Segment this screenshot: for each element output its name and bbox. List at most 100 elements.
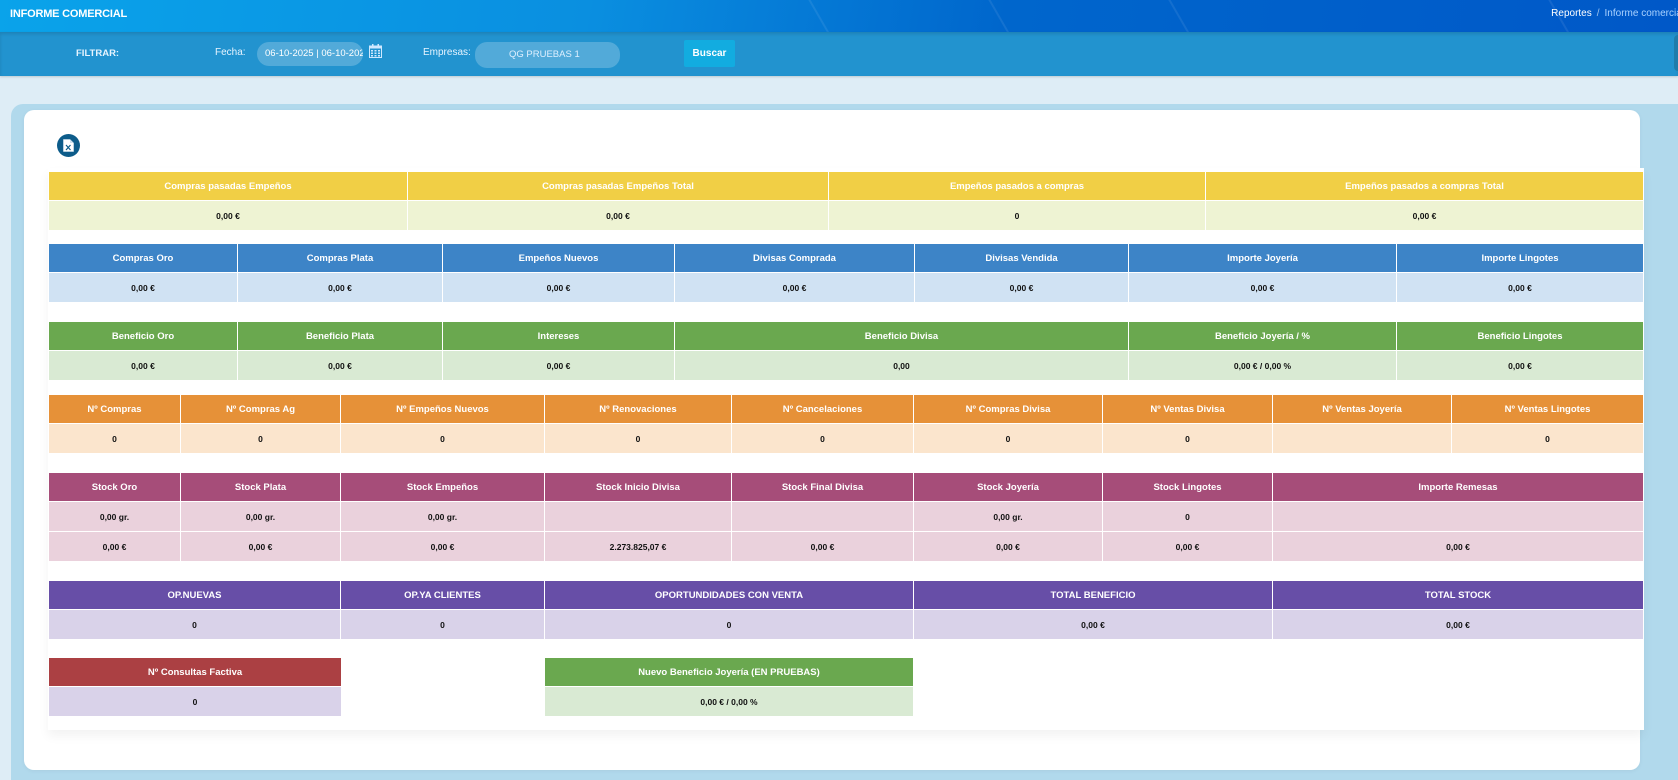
empresas-label: Empresas: <box>423 47 471 58</box>
header-importe-joyeria: Importe Joyería <box>1129 244 1397 273</box>
header-intereses: Intereses <box>443 322 675 351</box>
table-row: 0 0 0 0,00 € 0,00 € <box>49 610 1643 640</box>
header-compras-plata: Compras Plata <box>238 244 443 273</box>
header-stock-inicio-divisa: Stock Inicio Divisa <box>545 473 732 502</box>
value-oportunidades-con-venta: 0 <box>545 610 914 640</box>
table-header-row: Beneficio Oro Beneficio Plata Intereses … <box>49 322 1643 351</box>
value-n-ventas-joyeria <box>1273 424 1452 454</box>
export-excel-button[interactable] <box>57 134 80 157</box>
value-n-empenos-nuevos: 0 <box>341 424 545 454</box>
header-n-compras: Nº Compras <box>49 395 181 424</box>
header-n-ventas-lingotes: Nº Ventas Lingotes <box>1452 395 1643 424</box>
breadcrumb-reportes[interactable]: Reportes <box>1551 8 1592 19</box>
value-stock-plata-gr: 0,00 gr. <box>181 502 341 532</box>
table-row: 0 0 0 0 0 0 0 0 <box>49 424 1643 454</box>
header-stock-lingotes: Stock Lingotes <box>1103 473 1273 502</box>
top-header: INFORME COMERCIAL Reportes / Informe comer… <box>0 0 1678 32</box>
date-range-input[interactable]: 06-10-2025 | 06-10-2025 <box>257 42 363 66</box>
excel-file-icon <box>63 139 74 152</box>
table-header-row: Nuevo Beneficio Joyería (EN PRUEBAS) <box>545 658 913 687</box>
filter-label: FILTRAR: <box>76 48 120 59</box>
value-stock-oro-eur: 0,00 € <box>49 532 181 562</box>
value-n-compras-ag: 0 <box>181 424 341 454</box>
header-compras-pasadas-empenos-total: Compras pasadas Empeños Total <box>408 172 829 201</box>
value-stock-empenos-eur: 0,00 € <box>341 532 545 562</box>
value-importe-lingotes: 0,00 € <box>1397 273 1643 303</box>
value-beneficio-oro: 0,00 € <box>49 351 238 381</box>
value-empenos-pasados-a-compras-total: 0,00 € <box>1206 201 1643 231</box>
header-n-renovaciones: Nº Renovaciones <box>545 395 732 424</box>
value-stock-joyeria-gr: 0,00 gr. <box>914 502 1103 532</box>
header-stock-final-divisa: Stock Final Divisa <box>732 473 914 502</box>
value-stock-final-divisa-1 <box>732 502 914 532</box>
value-stock-inicio-divisa-eur: 2.273.825,07 € <box>545 532 732 562</box>
header-total-beneficio: TOTAL BENEFICIO <box>914 581 1273 610</box>
header-total-stock: TOTAL STOCK <box>1273 581 1643 610</box>
table-header-row: Stock Oro Stock Plata Stock Empeños Stoc… <box>49 473 1643 502</box>
value-stock-inicio-divisa-1 <box>545 502 732 532</box>
table-header-row: Nº Compras Nº Compras Ag Nº Empeños Nuev… <box>49 395 1643 424</box>
value-beneficio-joyeria: 0,00 € / 0,00 % <box>1129 351 1397 381</box>
header-stock-oro: Stock Oro <box>49 473 181 502</box>
value-total-stock: 0,00 € <box>1273 610 1643 640</box>
table-row: 0,00 € 0,00 € 0 0,00 € <box>49 201 1643 231</box>
value-nuevo-beneficio-joyeria: 0,00 € / 0,00 % <box>545 687 913 717</box>
table-nuevo-beneficio: Nuevo Beneficio Joyería (EN PRUEBAS) 0,0… <box>545 658 913 717</box>
empresas-select[interactable]: QG PRUEBAS 1 <box>475 42 620 68</box>
table-row: 0,00 € / 0,00 % <box>545 687 913 717</box>
value-n-compras-divisa: 0 <box>914 424 1103 454</box>
header-decoration <box>980 0 1022 32</box>
value-n-ventas-divisa: 0 <box>1103 424 1273 454</box>
table-stock: Stock Oro Stock Plata Stock Empeños Stoc… <box>49 473 1643 562</box>
header-stock-empenos: Stock Empeños <box>341 473 545 502</box>
header-compras-pasadas-empenos: Compras pasadas Empeños <box>49 172 408 201</box>
header-beneficio-plata: Beneficio Plata <box>238 322 443 351</box>
table-row: 0 <box>49 687 341 717</box>
header-beneficio-divisa: Beneficio Divisa <box>675 322 1129 351</box>
header-n-consultas-factiva: Nº Consultas Factiva <box>49 658 341 687</box>
breadcrumb: Reportes / Informe comercial <box>1551 8 1678 19</box>
value-stock-final-divisa-eur: 0,00 € <box>732 532 914 562</box>
value-compras-oro: 0,00 € <box>49 273 238 303</box>
header-n-ventas-joyeria: Nº Ventas Joyería <box>1273 395 1452 424</box>
value-beneficio-plata: 0,00 € <box>238 351 443 381</box>
table-row: 0,00 € 0,00 € 0,00 € 2.273.825,07 € 0,00… <box>49 532 1643 562</box>
value-stock-oro-gr: 0,00 gr. <box>49 502 181 532</box>
value-n-consultas-factiva: 0 <box>49 687 341 717</box>
value-compras-pasadas-empenos: 0,00 € <box>49 201 408 231</box>
header-op-nuevas: OP.NUEVAS <box>49 581 341 610</box>
table-numeros: Nº Compras Nº Compras Ag Nº Empeños Nuev… <box>49 395 1643 454</box>
value-op-nuevas: 0 <box>49 610 341 640</box>
header-n-empenos-nuevos: Nº Empeños Nuevos <box>341 395 545 424</box>
calendar-icon[interactable] <box>369 44 382 58</box>
value-intereses: 0,00 € <box>443 351 675 381</box>
header-stock-joyeria: Stock Joyería <box>914 473 1103 502</box>
table-row: 0,00 € 0,00 € 0,00 € 0,00 € 0,00 € 0,00 … <box>49 273 1643 303</box>
filter-bar-edge <box>1674 35 1678 71</box>
header-empenos-pasados-a-compras-total: Empeños pasados a compras Total <box>1206 172 1643 201</box>
header-empenos-nuevos: Empeños Nuevos <box>443 244 675 273</box>
value-importe-remesas-1 <box>1273 502 1643 532</box>
value-n-compras: 0 <box>49 424 181 454</box>
value-importe-joyeria: 0,00 € <box>1129 273 1397 303</box>
header-compras-oro: Compras Oro <box>49 244 238 273</box>
header-empenos-pasados-a-compras: Empeños pasados a compras <box>829 172 1206 201</box>
page-title: INFORME COMERCIAL <box>10 8 127 20</box>
header-divisas-vendida: Divisas Vendida <box>915 244 1129 273</box>
header-oportunidades-con-venta: OPORTUNDIDADES CON VENTA <box>545 581 914 610</box>
value-divisas-comprada: 0,00 € <box>675 273 915 303</box>
value-total-beneficio: 0,00 € <box>914 610 1273 640</box>
fecha-label: Fecha: <box>215 47 246 58</box>
header-decoration <box>1160 0 1202 32</box>
header-n-compras-divisa: Nº Compras Divisa <box>914 395 1103 424</box>
value-compras-pasadas-empenos-total: 0,00 € <box>408 201 829 231</box>
header-stock-plata: Stock Plata <box>181 473 341 502</box>
value-stock-joyeria-eur: 0,00 € <box>914 532 1103 562</box>
value-compras-plata: 0,00 € <box>238 273 443 303</box>
header-importe-lingotes: Importe Lingotes <box>1397 244 1643 273</box>
breadcrumb-separator: / <box>1596 8 1600 19</box>
header-beneficio-oro: Beneficio Oro <box>49 322 238 351</box>
header-divisas-comprada: Divisas Comprada <box>675 244 915 273</box>
buscar-button[interactable]: Buscar <box>684 40 735 67</box>
header-beneficio-lingotes: Beneficio Lingotes <box>1397 322 1643 351</box>
